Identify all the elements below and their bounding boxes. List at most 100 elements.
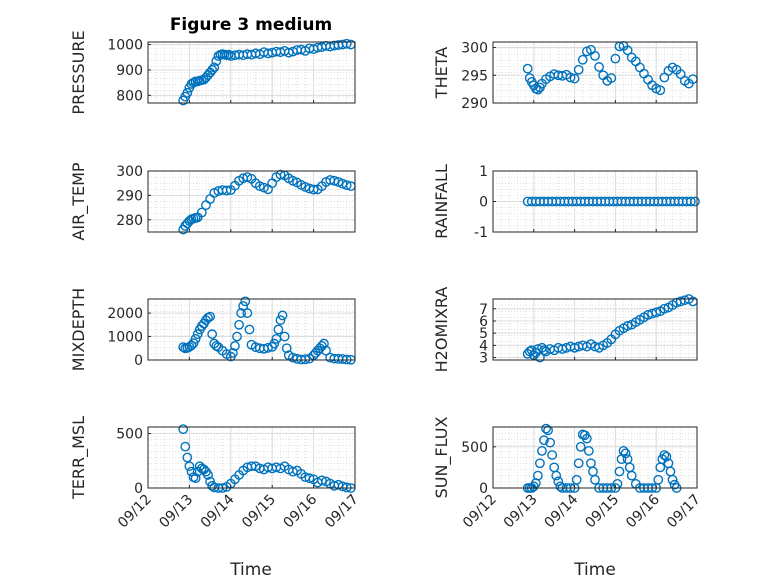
series-terr-msl xyxy=(178,424,356,493)
data-point xyxy=(209,62,220,73)
y-axis-label: AIR_TEMP xyxy=(69,162,89,240)
data-point xyxy=(234,319,244,330)
data-point xyxy=(203,470,213,480)
y-tick-label: 290 xyxy=(461,96,488,112)
data-point xyxy=(543,425,553,436)
data-point xyxy=(207,329,218,340)
data-point xyxy=(227,348,238,358)
data-point xyxy=(207,480,218,491)
data-point xyxy=(551,470,562,481)
data-point xyxy=(269,338,280,349)
axes-box xyxy=(492,41,698,104)
x-tick-label: 09/12 xyxy=(460,492,500,532)
data-point xyxy=(190,473,201,484)
y-tick-label: 5 xyxy=(479,326,488,342)
data-point xyxy=(653,474,664,485)
data-point xyxy=(577,54,588,65)
x-tick-label: 09/14 xyxy=(542,491,582,531)
series-mixdepth xyxy=(178,296,356,365)
y-tick-label: 900 xyxy=(116,63,143,79)
data-point xyxy=(277,310,288,321)
x-axis-label-right: Time xyxy=(573,560,616,580)
y-tick-label: 7 xyxy=(479,302,488,318)
data-point xyxy=(196,207,207,218)
data-point xyxy=(275,169,286,180)
x-tick-label: 09/12 xyxy=(115,492,155,532)
data-point xyxy=(545,437,556,448)
data-point xyxy=(221,185,232,196)
data-point xyxy=(230,341,240,351)
axes-box xyxy=(492,426,698,489)
x-axis-label-left: Time xyxy=(229,560,272,580)
data-point xyxy=(207,65,218,75)
data-point xyxy=(178,424,189,435)
axes-box xyxy=(147,170,356,233)
data-point xyxy=(583,446,594,456)
data-point xyxy=(565,72,576,83)
plot-area xyxy=(148,171,355,232)
series-air-temp xyxy=(178,169,356,235)
data-point xyxy=(190,333,201,344)
panel-mixdepth: 0 1000 2000 MIXDEPTH xyxy=(69,288,356,371)
y-tick-label: 300 xyxy=(116,164,143,180)
data-point xyxy=(300,354,311,365)
data-point xyxy=(319,338,329,349)
y-axis-label: MIXDEPTH xyxy=(69,288,88,371)
data-point xyxy=(192,329,203,340)
data-point xyxy=(685,196,696,207)
data-point xyxy=(571,474,582,485)
data-point xyxy=(205,311,216,322)
y-tick-label: 280 xyxy=(116,213,143,229)
data-point xyxy=(304,473,315,484)
y-tick-label: 800 xyxy=(116,88,143,104)
panel-sun-flux: 0 500 09/12 09/13 09/14 09/15 09/16 09/17 SUN_FL… xyxy=(432,417,704,532)
data-point xyxy=(244,324,255,335)
data-point xyxy=(182,87,193,98)
series-rainfall xyxy=(522,196,700,207)
data-point xyxy=(522,63,533,74)
data-point xyxy=(341,38,352,49)
y-axis-label: THETA xyxy=(432,47,451,99)
data-point xyxy=(547,450,558,460)
plot-area xyxy=(148,427,355,488)
data-point xyxy=(532,470,543,481)
y-tick-label: -1 xyxy=(474,225,488,241)
axes-box xyxy=(147,426,356,489)
data-point xyxy=(651,307,662,318)
data-point xyxy=(622,320,633,331)
x-tick-label: 09/17 xyxy=(664,492,704,532)
x-tick-label: 09/13 xyxy=(156,492,196,532)
series-h2omixra xyxy=(522,294,698,363)
series-sun-flux xyxy=(522,423,682,493)
data-point xyxy=(622,45,633,56)
panel-air-temp: 280 290 300 AIR_TEMP xyxy=(69,162,356,241)
x-tick-label: 09/15 xyxy=(239,492,279,532)
y-axis-label: SUN_FLUX xyxy=(432,417,452,499)
data-point xyxy=(308,184,319,195)
axes-box xyxy=(147,41,356,104)
y-tick-label: 2000 xyxy=(107,306,143,322)
data-point xyxy=(203,312,213,323)
y-tick-label: 1000 xyxy=(107,38,143,54)
y-tick-label: 290 xyxy=(116,188,143,204)
panel-theta: 290 295 300 THETA xyxy=(432,40,698,112)
x-tick-label: 09/13 xyxy=(501,492,541,532)
data-point xyxy=(316,475,327,486)
data-point xyxy=(279,331,290,342)
data-point xyxy=(341,482,352,493)
data-point xyxy=(275,315,286,326)
x-tick-label: 09/16 xyxy=(281,491,321,531)
data-point xyxy=(211,341,222,351)
data-point xyxy=(620,448,631,459)
data-point xyxy=(555,481,566,492)
y-tick-label: 0 xyxy=(134,481,143,497)
panel-terr-msl: 0 500 09/12 09/13 09/14 09/15 09/16 09/17 TERR_M… xyxy=(69,416,362,531)
data-point xyxy=(537,446,547,456)
data-point xyxy=(594,62,604,72)
series-theta xyxy=(522,40,698,96)
data-point xyxy=(610,53,621,64)
y-tick-label: 0 xyxy=(134,353,143,369)
y-axis-label: H2OMIXRA xyxy=(432,287,451,373)
data-point xyxy=(575,441,586,452)
